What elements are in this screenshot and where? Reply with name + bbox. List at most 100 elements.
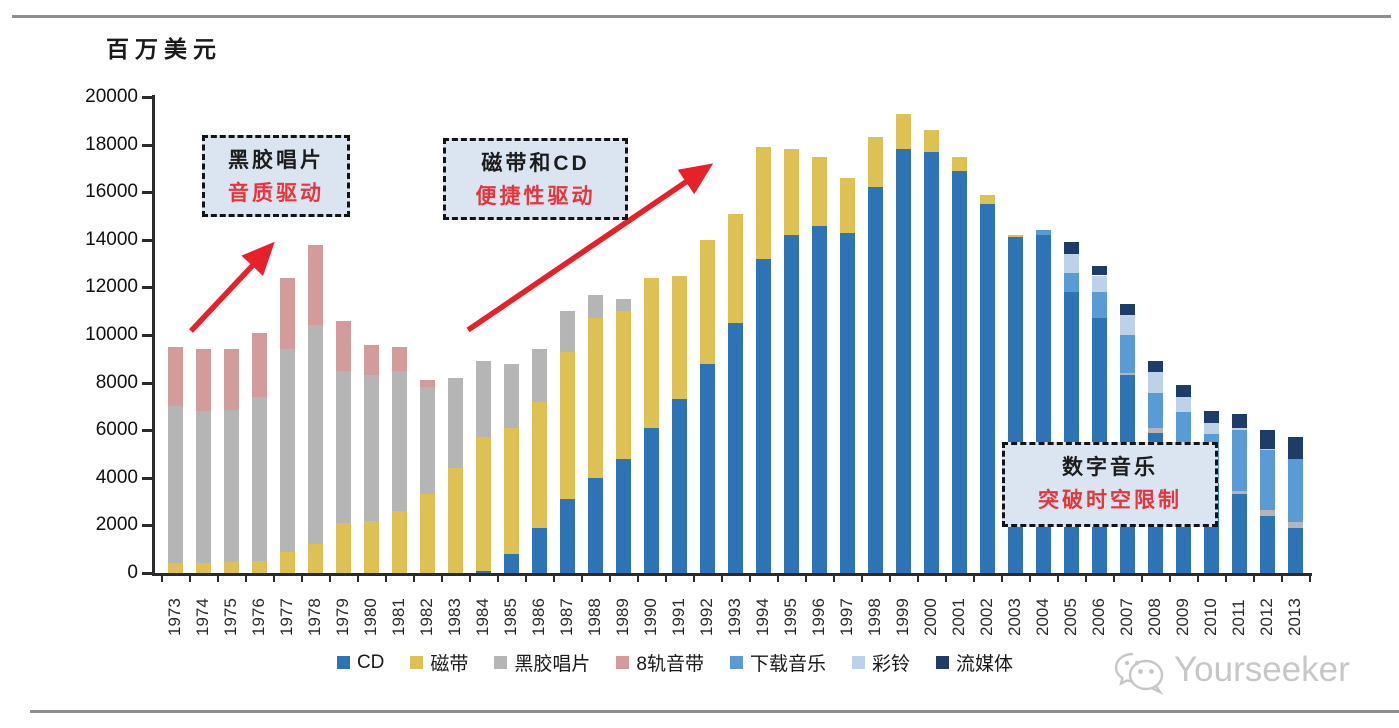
legend-swatch-黑胶唱片 <box>494 656 508 669</box>
x-tick-label-1997: 1997 <box>837 598 856 636</box>
bar-segment-彩铃-2010 <box>1203 423 1219 434</box>
x-tick <box>609 576 611 582</box>
bar-segment-CD-1991 <box>671 399 687 573</box>
legend-label-CD: CD <box>356 651 385 673</box>
legend-label-下载音乐: 下载音乐 <box>750 654 827 675</box>
bar-segment-流媒体-2006 <box>1091 265 1107 276</box>
watermark: Yourseeker <box>1112 645 1350 695</box>
bar-segment-CD-1988 <box>587 477 603 573</box>
x-tick <box>861 576 863 582</box>
x-tick <box>1113 576 1115 582</box>
bar-segment-下载音乐-2007 <box>1119 335 1135 374</box>
legend: CD 磁带 黑胶唱片 8轨音带 下载音乐 彩铃 流媒体 <box>170 649 1180 676</box>
bar-segment-磁带-1991 <box>671 275 687 400</box>
bar-segment-流媒体-2005 <box>1063 242 1079 255</box>
x-tick-label-1990: 1990 <box>641 598 660 636</box>
x-tick <box>273 576 275 582</box>
x-tick-label-1974: 1974 <box>193 598 212 636</box>
y-tick <box>142 286 152 290</box>
bar-segment-CD-2001 <box>951 170 967 573</box>
bar-segment-磁带-1986 <box>531 401 547 528</box>
x-tick-label-1980: 1980 <box>361 598 380 636</box>
x-tick-label-2001: 2001 <box>949 598 968 636</box>
bar-segment-黑胶唱片-2012 <box>1259 509 1275 516</box>
bar-segment-磁带-1993 <box>727 213 743 324</box>
wechat-icon <box>1114 652 1164 695</box>
y-tick <box>142 96 152 99</box>
legend-swatch-流媒体 <box>936 656 950 669</box>
y-tick <box>142 429 152 433</box>
bar-segment-磁带-1994 <box>755 146 771 259</box>
bottom-divider <box>30 710 1399 713</box>
x-tick <box>665 576 667 582</box>
legend-swatch-8轨音带 <box>616 656 630 669</box>
bar-segment-8轨音带-1975 <box>223 349 239 410</box>
x-tick-label-1993: 1993 <box>725 598 744 636</box>
legend-label-黑胶唱片: 黑胶唱片 <box>514 654 591 675</box>
bar-segment-磁带-1992 <box>699 239 715 364</box>
x-tick <box>637 576 639 582</box>
x-tick <box>497 576 499 582</box>
bar-segment-下载音乐-2013 <box>1287 458 1303 522</box>
bar-segment-CD-2002 <box>979 204 995 573</box>
x-tick-label-2005: 2005 <box>1061 598 1080 636</box>
x-tick <box>1197 576 1199 582</box>
bar-segment-8轨音带-1973 <box>167 346 183 407</box>
y-tick <box>142 476 152 480</box>
bar-segment-CD-1993 <box>727 323 743 573</box>
y-tick-label: 2000 <box>95 514 138 536</box>
x-tick-label-1982: 1982 <box>417 598 436 636</box>
bar-segment-流媒体-2013 <box>1287 437 1303 459</box>
x-tick-label-1981: 1981 <box>389 598 408 636</box>
bar-segment-CD-2005 <box>1063 292 1079 573</box>
x-tick <box>945 576 947 582</box>
x-tick-label-1977: 1977 <box>277 598 296 636</box>
bar-segment-磁带-1998 <box>867 137 883 188</box>
bar-segment-磁带-1982 <box>419 494 435 573</box>
callout-vinyl-title: 黑胶唱片 <box>228 149 324 172</box>
bar-segment-CD-1997 <box>839 232 855 573</box>
x-tick-label-2008: 2008 <box>1145 598 1164 636</box>
x-tick-label-2010: 2010 <box>1201 598 1220 636</box>
x-tick <box>1001 576 1003 582</box>
legend-swatch-磁带 <box>410 656 424 669</box>
top-divider <box>12 15 1391 18</box>
bar-segment-CD-1996 <box>811 225 827 573</box>
x-tick-label-1992: 1992 <box>697 598 716 636</box>
bar-segment-黑胶唱片-2007 <box>1119 373 1135 376</box>
legend-item-CD: CD <box>336 651 385 674</box>
legend-item-8轨音带: 8轨音带 <box>616 649 704 676</box>
callout-digital: 数字音乐 突破时空限制 <box>1002 442 1218 527</box>
bar-segment-黑胶唱片-1988 <box>587 294 603 319</box>
x-tick-label-1995: 1995 <box>781 598 800 636</box>
x-tick <box>245 576 247 582</box>
y-axis-line <box>152 95 155 576</box>
x-tick <box>1085 576 1087 582</box>
bar-segment-黑胶唱片-1981 <box>391 370 407 512</box>
bar-segment-CD-1994 <box>755 258 771 573</box>
x-tick-label-2000: 2000 <box>921 598 940 636</box>
x-axis-line <box>152 573 1312 576</box>
x-tick-label-1999: 1999 <box>893 598 912 636</box>
x-tick <box>917 576 919 582</box>
callout-digital-title: 数字音乐 <box>1062 456 1158 479</box>
callout-vinyl: 黑胶唱片 音质驱动 <box>202 135 350 217</box>
bar-segment-黑胶唱片-1974 <box>195 411 211 564</box>
legend-swatch-CD <box>336 656 350 669</box>
bar-segment-磁带-1983 <box>447 468 463 573</box>
bar-segment-磁带-1980 <box>363 520 379 573</box>
x-tick <box>329 576 331 582</box>
bar-segment-CD-2012 <box>1259 515 1275 573</box>
bar-segment-磁带-1987 <box>559 351 575 500</box>
bar-segment-黑胶唱片-1984 <box>475 361 491 438</box>
bar-segment-彩铃-2011 <box>1231 427 1247 431</box>
y-tick-label: 0 <box>127 562 138 583</box>
x-tick <box>525 576 527 582</box>
x-tick <box>721 576 723 582</box>
x-tick-label-1984: 1984 <box>473 598 492 636</box>
y-tick <box>142 238 152 242</box>
bar-segment-CD-2011 <box>1231 494 1247 573</box>
bar-segment-CD-1986 <box>531 527 547 573</box>
bar-segment-CD-2000 <box>923 151 939 573</box>
x-tick <box>1309 576 1311 582</box>
